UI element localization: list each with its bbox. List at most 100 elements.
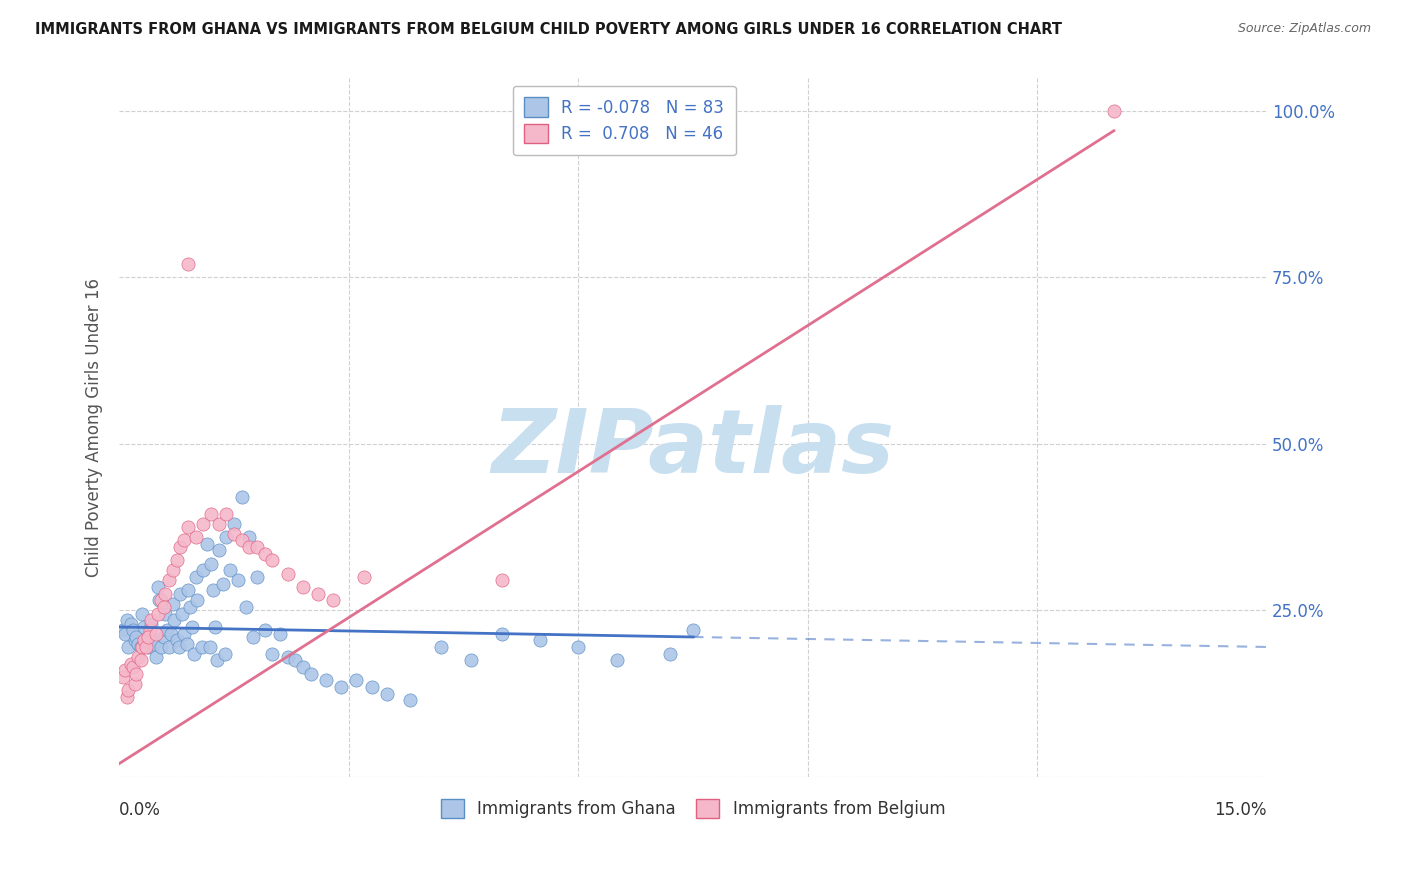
Point [152,599,174,614]
Point [353,570,375,584]
Point [157,574,180,588]
Point [191,640,214,654]
Point [262,553,284,567]
Point [114,663,136,677]
Point [150,640,173,654]
Point [269,626,291,640]
Point [146,580,169,594]
Point [186,593,208,607]
Point [132,633,155,648]
Point [238,540,260,554]
Point [124,676,146,690]
Point [129,653,152,667]
Point [173,626,195,640]
Point [177,257,200,271]
Text: 15.0%: 15.0% [1215,801,1267,820]
Point [169,540,191,554]
Point [157,640,180,654]
Point [235,599,257,614]
Point [346,673,368,688]
Point [491,626,513,640]
Point [148,593,170,607]
Point [115,613,138,627]
Point [238,530,260,544]
Point [125,630,148,644]
Point [142,637,165,651]
Point [222,526,245,541]
Point [682,624,704,638]
Point [226,574,249,588]
Point [120,616,142,631]
Point [277,650,299,665]
Point [204,620,226,634]
Point [291,660,314,674]
Point [659,647,682,661]
Point [156,624,179,638]
Point [231,490,253,504]
Point [170,607,193,621]
Point [219,563,242,577]
Point [173,533,195,548]
Y-axis label: Child Poverty Among Girls Under 16: Child Poverty Among Girls Under 16 [86,277,103,576]
Point [117,683,139,698]
Point [184,530,207,544]
Point [222,516,245,531]
Point [138,640,160,654]
Text: Source: ZipAtlas.com: Source: ZipAtlas.com [1237,22,1371,36]
Point [141,616,163,631]
Point [145,626,167,640]
Point [183,647,205,661]
Point [1102,103,1125,118]
Point [117,640,139,654]
Point [201,583,224,598]
Point [460,653,482,667]
Point [167,640,190,654]
Point [205,653,228,667]
Point [138,630,160,644]
Point [145,650,167,665]
Point [169,587,191,601]
Point [129,640,152,654]
Point [429,640,451,654]
Point [208,543,231,558]
Point [491,574,513,588]
Point [141,613,163,627]
Point [360,680,382,694]
Point [120,657,142,671]
Point [215,530,238,544]
Point [193,516,215,531]
Point [195,537,218,551]
Point [307,587,329,601]
Point [146,607,169,621]
Point [127,650,149,665]
Legend: Immigrants from Ghana, Immigrants from Belgium: Immigrants from Ghana, Immigrants from B… [434,792,952,824]
Point [131,640,153,654]
Point [253,624,276,638]
Point [291,580,314,594]
Point [246,540,269,554]
Point [198,640,221,654]
Point [160,626,183,640]
Point [112,624,135,638]
Point [214,647,236,661]
Point [122,660,145,674]
Point [176,637,198,651]
Point [152,630,174,644]
Point [231,533,253,548]
Point [131,607,153,621]
Point [208,516,231,531]
Point [184,570,207,584]
Point [135,633,157,648]
Point [179,599,201,614]
Point [277,566,299,581]
Point [330,680,353,694]
Point [139,626,162,640]
Point [200,557,222,571]
Point [284,653,307,667]
Point [153,607,176,621]
Point [122,624,145,638]
Text: ZIPatlas: ZIPatlas [492,405,894,491]
Text: 0.0%: 0.0% [120,801,162,820]
Point [215,507,238,521]
Point [299,666,322,681]
